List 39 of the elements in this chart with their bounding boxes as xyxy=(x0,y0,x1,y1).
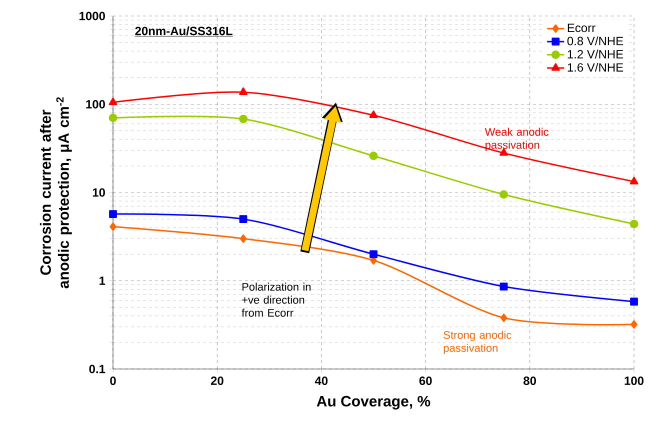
annotation: Weak anodic passivation xyxy=(484,128,548,151)
point xyxy=(239,87,248,95)
y-tick-label: 1 xyxy=(100,276,106,285)
point xyxy=(500,282,508,290)
x-tick-label: 80 xyxy=(524,376,536,386)
y-tick-label: 0.1 xyxy=(89,364,106,374)
y-tick-label: 1000 xyxy=(80,12,105,20)
point xyxy=(630,320,638,329)
x-axis-title: Au Coverage, % xyxy=(316,396,430,410)
annotation: Strong anodic passivation xyxy=(444,330,512,354)
point xyxy=(108,114,118,122)
point xyxy=(370,250,378,258)
point xyxy=(630,176,638,184)
x-tick-label: 100 xyxy=(624,376,644,386)
point xyxy=(500,314,508,322)
y-tick-label: 10 xyxy=(92,188,105,197)
y-tick-label: 100 xyxy=(86,100,105,108)
point xyxy=(240,234,247,243)
legend-label: 1.6 V/NHE xyxy=(568,62,624,72)
point xyxy=(630,298,638,306)
legend-label: Ecorr xyxy=(568,24,596,32)
point xyxy=(500,190,508,199)
point xyxy=(369,152,378,160)
x-tick-label: 40 xyxy=(314,376,328,386)
legend-label: 1.2 V/NHE xyxy=(568,50,624,58)
annotation: Polarization in +ve direction from Ecorr xyxy=(242,282,311,317)
legend-label: 0.8 V/NHE xyxy=(567,36,624,46)
point xyxy=(108,98,118,106)
point xyxy=(239,215,248,224)
point xyxy=(369,110,378,118)
annotation: 20nm-Au/SS316L xyxy=(135,26,232,36)
x-tick-label: 60 xyxy=(419,376,432,386)
y-axis-title: Corrosion current after anodic protection, μA cm$^{-2}$ xyxy=(40,97,72,288)
point xyxy=(239,114,248,124)
point xyxy=(109,210,117,218)
point xyxy=(110,222,116,231)
x-tick-label: 20 xyxy=(210,376,224,386)
point xyxy=(630,220,638,228)
x-tick-label: 0 xyxy=(110,376,116,386)
